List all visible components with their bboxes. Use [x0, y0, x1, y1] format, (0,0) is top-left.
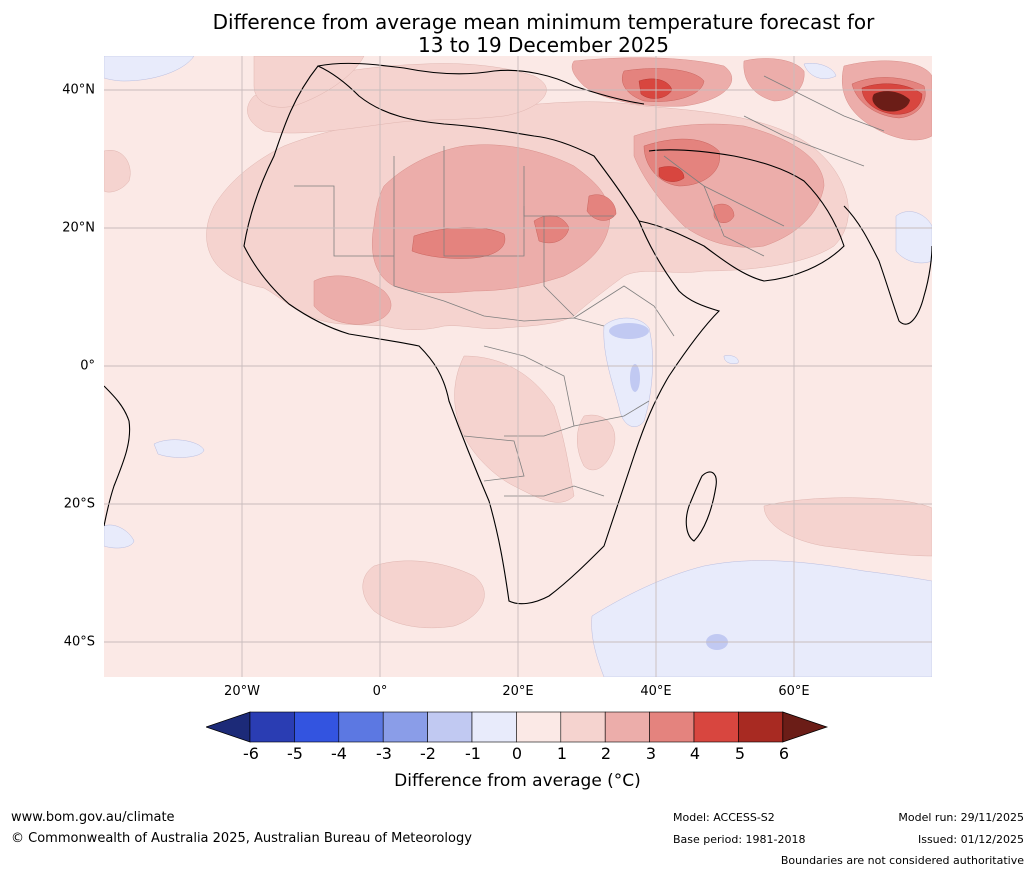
border-east-africa	[573, 285, 675, 337]
border-central-asia	[763, 75, 885, 132]
cool-region-southwest-atlantic	[104, 524, 135, 549]
footer-model: Model: ACCESS-S2	[673, 811, 775, 824]
colorbar-cell	[382, 711, 428, 743]
colorbar-cell	[471, 711, 517, 743]
lat-label-40n: 40°N	[62, 82, 95, 98]
colorbar-tick-label: -4	[331, 744, 347, 763]
cool-region-north-atlantic	[104, 56, 195, 82]
extreme-spot-iran	[872, 91, 910, 112]
colorbar-tick-label: -1	[465, 744, 481, 763]
cool-region-east-africa	[603, 317, 653, 427]
cool-spot-kenya	[630, 364, 640, 392]
footer-model-run: Model run: 29/11/2025	[898, 811, 1024, 824]
colorbar-tick-label: -3	[376, 744, 392, 763]
colorbar-tick-label: 3	[645, 744, 657, 763]
coastline-madagascar	[685, 471, 717, 542]
colorbar-cell	[338, 711, 384, 743]
border-sudan-chad	[543, 216, 575, 317]
border-angola	[463, 435, 525, 482]
warm-region-mozambique	[577, 414, 616, 471]
cool-region-madagascar-east	[723, 355, 739, 364]
border-tanzania	[573, 400, 650, 427]
colorbar-tick-label: 2	[600, 744, 612, 763]
warm-region-iberia	[253, 56, 365, 108]
border-iran	[743, 115, 865, 167]
footer-disclaimer: Boundaries are not considered authoritat…	[780, 854, 1024, 867]
country-borders	[294, 75, 885, 497]
map-title-line-1: Difference from average mean minimum tem…	[212, 10, 875, 34]
lat-label-20n: 20°N	[62, 220, 95, 236]
footer-base-period: Base period: 1981-2018	[673, 833, 806, 846]
warm-region-west-africa	[313, 275, 392, 325]
cool-spot-lake-victoria-east	[609, 323, 649, 339]
warm-core-mid-east	[713, 203, 735, 223]
cool-region-northeast	[803, 63, 837, 79]
colorbar-cell	[249, 711, 295, 743]
lon-label-20e: 20°E	[502, 684, 534, 699]
anomaly-cool-regions	[104, 56, 932, 677]
colorbar-title: Difference from average (°C)	[394, 771, 641, 791]
lat-label-equator: 0°	[80, 358, 95, 374]
colorbar-cell	[560, 711, 606, 743]
lon-label-20w: 20°W	[224, 684, 260, 699]
colorbar-extend-low	[206, 711, 251, 743]
colorbar-cell	[649, 711, 695, 743]
colorbar-tick-label: -6	[243, 744, 259, 763]
colorbar-tick-label: 1	[556, 744, 568, 763]
cool-region-atlantic-south	[153, 439, 205, 458]
lon-label-40e: 40°E	[640, 684, 672, 699]
colorbar-tick-label: -5	[287, 744, 303, 763]
border-sahara-central	[393, 156, 445, 302]
lon-label-0: 0°	[372, 684, 388, 699]
colorbar	[206, 711, 829, 743]
map-title-line-2: 13 to 19 December 2025	[417, 33, 669, 57]
lon-label-60e: 60°E	[778, 684, 810, 699]
footer-website[interactable]: www.bom.gov.au/climate	[11, 810, 175, 825]
colorbar-cell	[604, 711, 650, 743]
colorbar-cell	[738, 711, 784, 743]
warm-region-central-africa	[454, 355, 575, 503]
colorbar-cell	[693, 711, 739, 743]
colorbar-cells	[206, 711, 829, 743]
border-south-africa	[504, 485, 605, 497]
border-egypt-sudan	[523, 166, 614, 217]
border-central-africa	[443, 300, 605, 327]
graticule	[104, 56, 932, 677]
colorbar-tick-label: 5	[734, 744, 746, 763]
cool-region-india	[895, 211, 932, 264]
coastlines	[104, 62, 932, 605]
colorbar-cell	[516, 711, 562, 743]
border-sahara-west	[294, 185, 394, 257]
warm-region-south-indian	[763, 497, 932, 557]
coastline-india	[843, 205, 932, 325]
lat-label-20s: 20°S	[63, 496, 95, 512]
coastline-arabia	[638, 149, 845, 282]
border-libya-chad	[443, 146, 525, 257]
colorbar-tick-label: -2	[420, 744, 436, 763]
coastline-africa	[243, 65, 721, 605]
coastline-europe	[317, 62, 645, 105]
warm-region-southern-africa-ocean	[362, 560, 485, 629]
cool-region-south-indian-ocean	[591, 560, 932, 677]
border-drc	[483, 345, 575, 437]
colorbar-tick-label: 4	[689, 744, 701, 763]
border-arabia-1	[663, 155, 785, 227]
coastline-brazil	[104, 385, 131, 527]
hot-spot-gulf	[658, 166, 685, 182]
forecast-map	[104, 56, 932, 677]
footer-copyright: © Commonwealth of Australia 2025, Austra…	[11, 831, 472, 846]
colorbar-cell	[427, 711, 473, 743]
anomaly-cool-spots	[609, 323, 728, 650]
border-arabia-2	[703, 185, 765, 257]
colorbar-cell	[294, 711, 340, 743]
footer-issued: Issued: 01/12/2025	[917, 833, 1024, 846]
colorbar-tick-label: 6	[778, 744, 790, 763]
warm-region-atlantic-west	[104, 149, 131, 193]
colorbar-extend-high	[782, 711, 829, 743]
colorbar-tick-label: 0	[511, 744, 523, 763]
lat-label-40s: 40°S	[63, 634, 95, 650]
anomaly-warm-6-plus	[872, 91, 910, 112]
